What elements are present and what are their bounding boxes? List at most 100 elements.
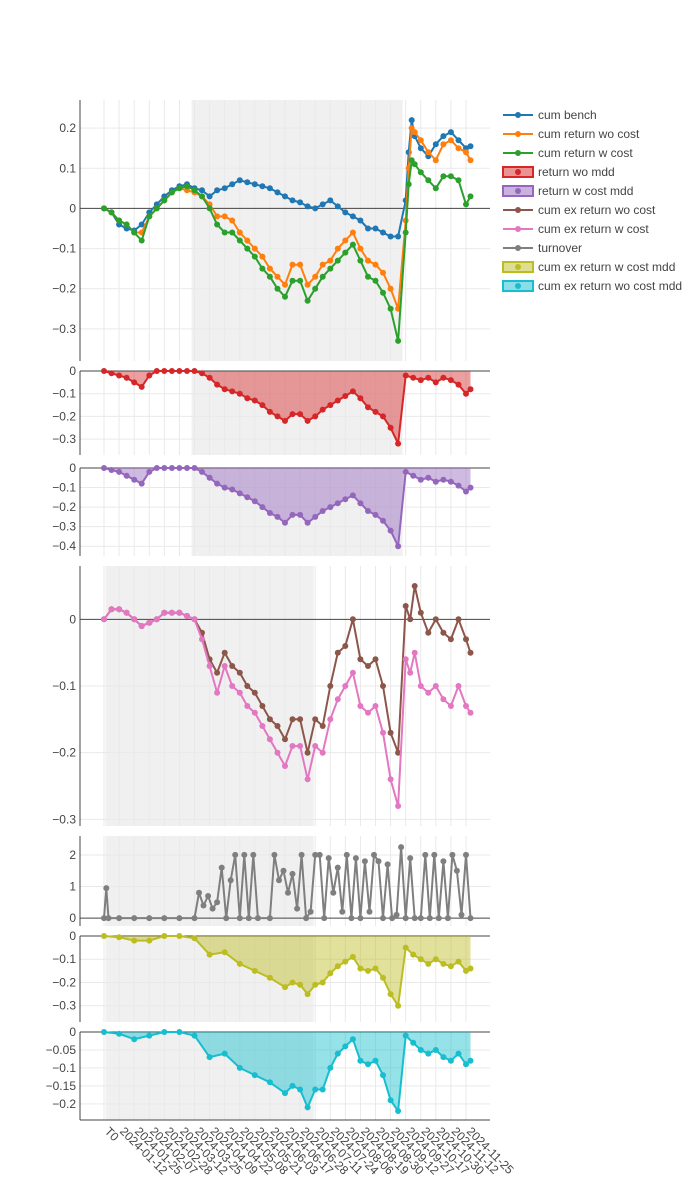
data-point	[402, 229, 409, 236]
data-point	[236, 915, 243, 922]
data-point	[357, 395, 364, 402]
data-point	[131, 616, 138, 623]
area-fill	[104, 468, 471, 547]
data-point	[440, 141, 447, 148]
data-point	[432, 478, 439, 485]
data-point	[455, 616, 462, 623]
data-point	[455, 177, 462, 184]
data-point	[312, 273, 319, 280]
legend-label: cum ex return wo cost	[538, 203, 656, 217]
legend-marker	[515, 283, 521, 289]
legend-item[interactable]: return w cost mdd	[502, 184, 633, 198]
data-point	[365, 967, 371, 974]
data-point	[101, 933, 107, 939]
area-fill	[104, 1032, 471, 1111]
data-point	[209, 905, 216, 912]
data-point	[304, 519, 311, 526]
legend-item[interactable]: cum ex return wo cost	[503, 203, 656, 217]
data-point	[146, 937, 153, 944]
legend-marker	[515, 112, 521, 118]
data-point	[214, 669, 221, 676]
data-point	[244, 494, 251, 501]
data-point	[282, 984, 288, 991]
legend-item[interactable]: cum bench	[503, 108, 597, 122]
data-point	[131, 229, 138, 236]
data-point	[422, 851, 429, 858]
legend-item[interactable]: cum ex return w cost mdd	[502, 260, 675, 274]
data-point	[161, 609, 168, 616]
data-point	[184, 465, 190, 471]
data-point	[319, 749, 326, 756]
data-point	[395, 1002, 402, 1009]
data-point	[342, 209, 349, 216]
data-point	[280, 867, 287, 874]
data-point	[349, 616, 356, 623]
data-point	[319, 723, 326, 729]
data-point	[455, 683, 462, 689]
data-point	[251, 245, 258, 252]
data-point	[334, 245, 341, 252]
data-point	[131, 937, 138, 944]
data-point	[259, 402, 266, 409]
data-point	[407, 616, 414, 623]
data-point	[206, 663, 213, 669]
data-point	[327, 716, 334, 723]
data-point	[266, 510, 273, 516]
data-point	[426, 915, 433, 922]
data-point	[455, 482, 462, 489]
legend-item[interactable]: cum ex return w cost	[503, 222, 649, 236]
data-point	[372, 965, 379, 972]
data-point	[312, 716, 319, 723]
data-point	[319, 261, 326, 268]
panel-turnover: 2 1 0	[69, 836, 490, 926]
data-point	[221, 484, 228, 491]
y-tick-label: 0.2	[59, 121, 76, 135]
data-point	[304, 776, 311, 783]
data-point	[463, 703, 469, 709]
data-point	[289, 511, 296, 518]
data-point	[357, 257, 364, 264]
data-point	[380, 517, 386, 524]
legend-item[interactable]: cum return wo cost	[503, 127, 640, 141]
data-point	[327, 683, 334, 689]
data-point	[380, 1072, 386, 1079]
data-point	[116, 934, 123, 941]
data-point	[251, 253, 258, 260]
data-point	[372, 261, 379, 268]
data-point	[371, 851, 377, 858]
data-point	[380, 729, 386, 736]
data-point	[447, 129, 454, 136]
legend-item[interactable]: cum return w cost	[503, 146, 633, 160]
data-point	[289, 261, 296, 268]
data-point	[289, 870, 296, 877]
data-point	[282, 1090, 288, 1097]
data-point	[467, 709, 474, 716]
data-point	[357, 245, 364, 252]
data-point	[153, 205, 160, 212]
data-point	[432, 616, 439, 623]
data-point	[168, 465, 175, 471]
legend-item[interactable]: cum ex return wo cost mdd	[502, 279, 682, 293]
data-point	[184, 613, 190, 619]
data-point	[349, 669, 356, 676]
data-point	[146, 372, 153, 379]
y-tick-label: 0	[69, 201, 76, 215]
legend-item[interactable]: return wo mdd	[502, 165, 615, 179]
data-point	[282, 193, 288, 200]
data-point	[357, 915, 364, 922]
data-point	[191, 915, 198, 922]
data-point	[372, 408, 379, 415]
legend-item[interactable]: turnover	[503, 241, 582, 255]
data-point	[214, 213, 221, 220]
y-tick-label: −0.2	[52, 409, 76, 423]
y-tick-label: −0.2	[52, 500, 76, 514]
data-point	[357, 500, 364, 507]
data-point	[334, 257, 341, 264]
data-point	[425, 177, 432, 184]
data-point	[236, 390, 243, 397]
data-point	[357, 965, 364, 972]
data-point	[411, 161, 418, 168]
data-point	[108, 370, 115, 377]
data-point	[297, 981, 304, 988]
data-point	[407, 855, 414, 862]
